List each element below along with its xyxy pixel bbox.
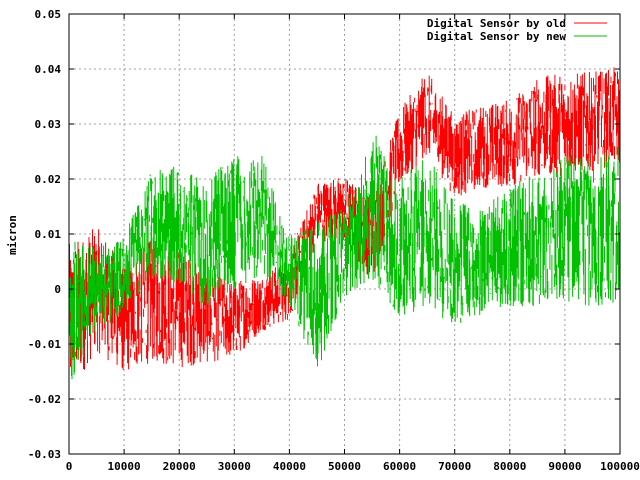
x-tick-label: 10000 bbox=[108, 460, 141, 473]
x-tick-label: 90000 bbox=[548, 460, 581, 473]
x-tick-label: 70000 bbox=[438, 460, 471, 473]
y-axis-label: micron bbox=[6, 215, 19, 255]
x-tick-label: 40000 bbox=[273, 460, 306, 473]
x-tick-label: 0 bbox=[66, 460, 73, 473]
series-line bbox=[68, 135, 621, 380]
y-tick-label: 0.04 bbox=[35, 63, 62, 76]
y-tick-label: -0.01 bbox=[28, 338, 61, 351]
y-tick-label: -0.03 bbox=[28, 448, 61, 461]
tick-layer: 0 10000 20000 30000 40000 50000 60000 70000 8000… bbox=[28, 8, 640, 473]
x-tick-label: 50000 bbox=[328, 460, 361, 473]
y-tick-label: 0.01 bbox=[35, 228, 62, 241]
x-tick-label: 30000 bbox=[218, 460, 251, 473]
y-tick-label: -0.02 bbox=[28, 393, 61, 406]
y-tick-label: 0 bbox=[54, 283, 61, 296]
legend-label: Digital Sensor by old bbox=[427, 17, 566, 30]
x-tick-label: 80000 bbox=[493, 460, 526, 473]
y-tick-label: 0.05 bbox=[35, 8, 62, 21]
y-tick-label: 0.03 bbox=[35, 118, 62, 131]
x-tick-label: 100000 bbox=[600, 460, 640, 473]
x-tick-label: 20000 bbox=[163, 460, 196, 473]
x-tick-label: 60000 bbox=[383, 460, 416, 473]
legend-label: Digital Sensor by new bbox=[427, 30, 566, 43]
y-tick-label: 0.02 bbox=[35, 173, 62, 186]
